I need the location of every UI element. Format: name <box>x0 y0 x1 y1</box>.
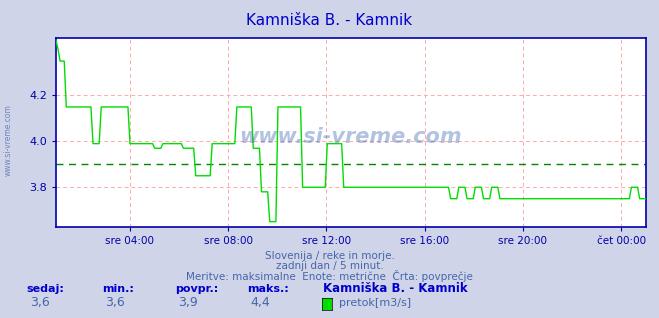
Text: www.si-vreme.com: www.si-vreme.com <box>4 104 13 176</box>
Text: www.si-vreme.com: www.si-vreme.com <box>240 127 462 147</box>
Text: Meritve: maksimalne  Enote: metrične  Črta: povprečje: Meritve: maksimalne Enote: metrične Črta… <box>186 270 473 282</box>
Text: sedaj:: sedaj: <box>26 284 64 294</box>
Text: min.:: min.: <box>102 284 134 294</box>
Text: 4,4: 4,4 <box>250 296 270 309</box>
Text: maks.:: maks.: <box>247 284 289 294</box>
Text: 3,6: 3,6 <box>30 296 49 309</box>
Text: Kamniška B. - Kamnik: Kamniška B. - Kamnik <box>246 13 413 28</box>
Text: pretok[m3/s]: pretok[m3/s] <box>339 298 411 308</box>
Text: Slovenija / reke in morje.: Slovenija / reke in morje. <box>264 251 395 261</box>
Text: povpr.:: povpr.: <box>175 284 218 294</box>
Text: Kamniška B. - Kamnik: Kamniška B. - Kamnik <box>323 282 467 295</box>
Text: 3,6: 3,6 <box>105 296 125 309</box>
Text: zadnji dan / 5 minut.: zadnji dan / 5 minut. <box>275 261 384 271</box>
Text: 3,9: 3,9 <box>178 296 198 309</box>
